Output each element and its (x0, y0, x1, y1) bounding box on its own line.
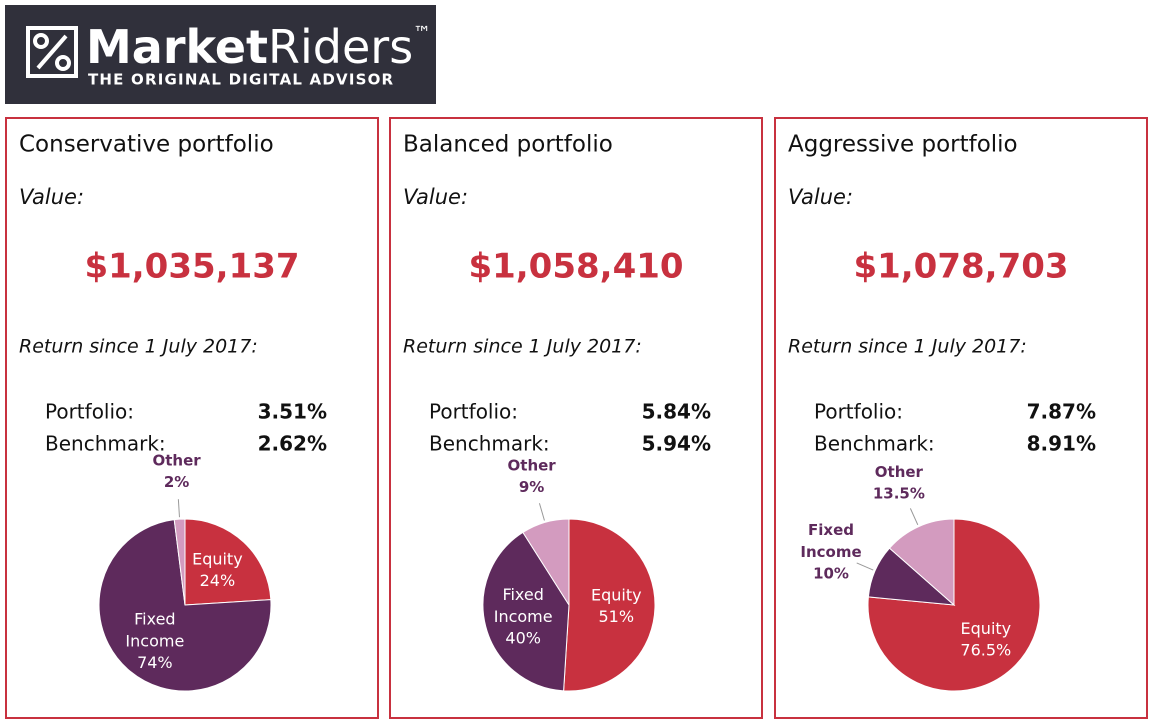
slice-value-label: 51% (598, 607, 634, 626)
slice-category-label: Equity (591, 585, 642, 604)
leader-line (909, 508, 919, 526)
panel-title: Balanced portfolio (403, 132, 613, 158)
panel-border (774, 117, 1148, 719)
portfolio-value: $1,058,410 (468, 247, 683, 287)
value-label: Value: (19, 185, 84, 209)
return-row-label: Portfolio: (814, 400, 903, 424)
label-line: Fixed (502, 584, 543, 603)
leader-line (856, 562, 874, 571)
return-label: Return since 1 July 2017: (788, 336, 1027, 358)
pie-slice (888, 518, 955, 607)
value-label: Value: (788, 185, 853, 209)
slice-category-label: Other (875, 462, 924, 480)
pie-slice (867, 518, 1041, 692)
label-line: Fixed (808, 520, 854, 538)
return-row-value: 5.84% (642, 400, 711, 424)
value-label: Value: (403, 185, 468, 209)
panel-border (5, 117, 379, 719)
logo-icon (26, 26, 78, 78)
pie-slice (98, 519, 272, 692)
label-line: Equity (961, 618, 1012, 637)
leader-line (538, 503, 545, 521)
slice-value-label: 9% (519, 478, 544, 496)
return-row-label: Benchmark: (814, 432, 935, 456)
portfolio-value: $1,078,703 (853, 247, 1068, 287)
slice-category-label: Fixed Income (494, 584, 553, 625)
logo-tm: ™ (413, 23, 431, 44)
return-row-value: 7.87% (1027, 400, 1096, 424)
slice-category-label: Equity (961, 618, 1012, 637)
logo-light: Riders (268, 20, 413, 74)
slice-value-label: 13.5% (873, 484, 925, 502)
logo-bold: Market (86, 20, 268, 74)
logo-tagline: THE ORIGINAL DIGITAL ADVISOR (88, 71, 394, 89)
panel-title: Aggressive portfolio (788, 132, 1018, 158)
leader-line (177, 499, 180, 518)
label-line: Other (508, 456, 557, 474)
return-row-label: Benchmark: (429, 432, 550, 456)
label-line: Other (153, 451, 202, 469)
pie-slice (522, 518, 570, 607)
label-line: Income (494, 606, 553, 625)
slice-value-label: 2% (164, 473, 189, 491)
return-label: Return since 1 July 2017: (19, 336, 258, 358)
return-row-label: Portfolio: (429, 400, 518, 424)
pie-slice (563, 518, 656, 692)
label-line: Equity (192, 549, 243, 568)
slice-value-label: 76.5% (960, 640, 1011, 659)
slice-value-label: 10% (813, 564, 849, 582)
return-row-value: 2.62% (258, 432, 327, 456)
slice-value-label: 74% (137, 653, 173, 672)
pie-slice (173, 518, 186, 606)
portfolio-value: $1,035,137 (84, 247, 299, 287)
label-line: Income (125, 631, 184, 650)
panel-border (389, 117, 763, 719)
slice-value-label: 24% (200, 571, 236, 590)
slice-category-label: Other (508, 456, 557, 474)
slice-category-label: Fixed Income (125, 609, 184, 650)
pie-slice (184, 518, 272, 606)
slice-value-label: 40% (505, 628, 541, 647)
return-row-value: 5.94% (642, 432, 711, 456)
label-line: Income (800, 542, 861, 560)
logo-text: MarketRiders™ (86, 20, 431, 74)
label-line: Equity (591, 585, 642, 604)
return-row-label: Portfolio: (45, 400, 134, 424)
slice-category-label: Other (153, 451, 202, 469)
return-row-value: 3.51% (258, 400, 327, 424)
return-row-value: 8.91% (1027, 432, 1096, 456)
slice-category-label: Equity (192, 549, 243, 568)
panel-title: Conservative portfolio (19, 132, 274, 158)
label-line: Other (875, 462, 924, 480)
label-line: Fixed (134, 609, 175, 628)
return-label: Return since 1 July 2017: (403, 336, 642, 358)
return-row-label: Benchmark: (45, 432, 166, 456)
slice-category-label: Fixed Income (800, 520, 861, 560)
